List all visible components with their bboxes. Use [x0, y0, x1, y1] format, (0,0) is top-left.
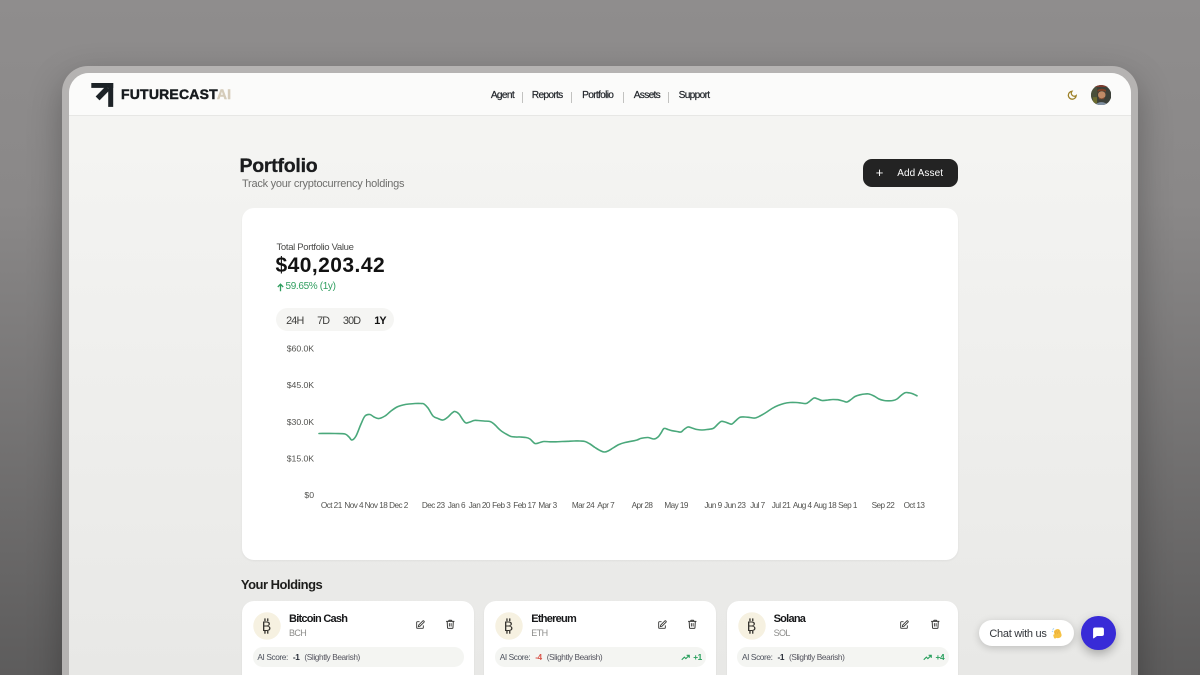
svg-text:Jan 6: Jan 6	[448, 501, 466, 510]
svg-text:Jul 21: Jul 21	[772, 501, 792, 510]
svg-text:Aug 18: Aug 18	[813, 501, 837, 510]
svg-text:Feb 3: Feb 3	[492, 501, 511, 510]
svg-text:$15.0K: $15.0K	[287, 454, 314, 464]
svg-text:$30.0K: $30.0K	[287, 417, 314, 427]
svg-text:Sep 22: Sep 22	[872, 501, 896, 510]
svg-text:Oct 21: Oct 21	[321, 501, 343, 510]
svg-text:B: B	[504, 618, 513, 634]
svg-text:Sep 1: Sep 1	[838, 501, 858, 510]
svg-text:$45.0K: $45.0K	[287, 380, 314, 390]
svg-text:Dec 2: Dec 2	[389, 501, 409, 510]
svg-text:Apr 7: Apr 7	[597, 501, 615, 510]
svg-text:Feb 17: Feb 17	[513, 501, 536, 510]
svg-text:Nov 4: Nov 4	[344, 501, 364, 510]
svg-text:$0: $0	[304, 490, 314, 500]
svg-text:Jun 9: Jun 9	[704, 501, 722, 510]
svg-text:Mar 24: Mar 24	[572, 501, 595, 510]
svg-text:Dec 23: Dec 23	[422, 501, 446, 510]
svg-text:Jul 7: Jul 7	[750, 501, 766, 510]
svg-text:Oct 13: Oct 13	[904, 501, 926, 510]
svg-text:Nov 18: Nov 18	[365, 501, 389, 510]
svg-text:B: B	[747, 618, 756, 634]
svg-text:Apr 28: Apr 28	[632, 501, 654, 510]
svg-text:Jan 20: Jan 20	[469, 501, 491, 510]
svg-text:B: B	[262, 618, 271, 634]
svg-text:$60.0K: $60.0K	[287, 344, 314, 354]
svg-text:Jun 23: Jun 23	[724, 501, 746, 510]
svg-text:Mar 3: Mar 3	[538, 501, 557, 510]
svg-text:May 19: May 19	[664, 501, 689, 510]
svg-text:Aug 4: Aug 4	[793, 501, 813, 510]
